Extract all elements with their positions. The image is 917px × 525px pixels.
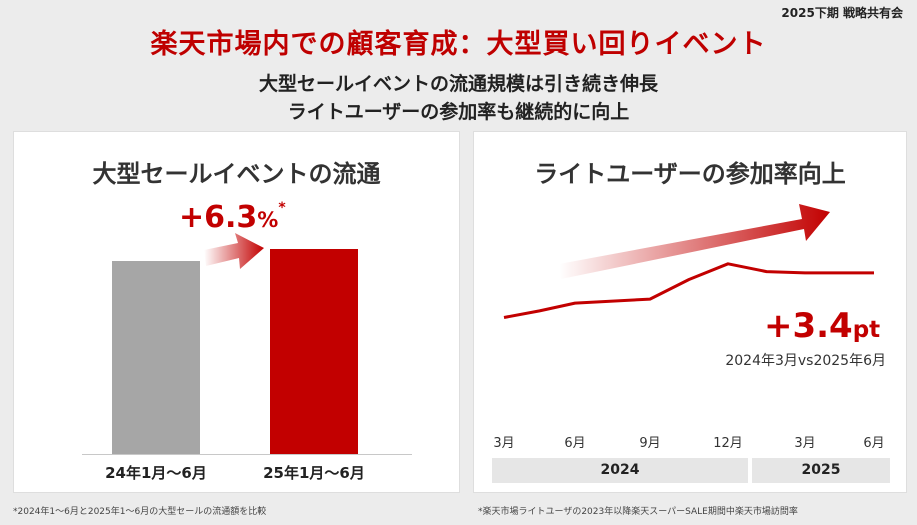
bar-2024	[112, 261, 200, 454]
bar-baseline	[82, 454, 412, 455]
page-subtitle: 大型セールイベントの流通規模は引き続き伸長 ライトユーザーの参加率も継続的に向上	[0, 70, 917, 126]
gmv-growth-value: +6.3	[179, 200, 258, 235]
growth-arrow-icon	[204, 233, 264, 269]
page-title: 楽天市場内での顧客育成：大型買い回りイベント	[150, 29, 767, 60]
year-band-2024: 2024	[492, 458, 748, 483]
participation-panel: ライトユーザーの参加率向上 +3.4pt 2024年3月vs2025年6月 3月…	[473, 131, 907, 493]
gmv-panel-title: 大型セールイベントの流通	[92, 160, 381, 188]
x-tick-label: 3月	[493, 436, 515, 451]
event-tag: 2025下期 戦略共有会	[781, 6, 903, 20]
gmv-growth-mark: *	[278, 200, 286, 216]
participation-footnote: *楽天市場ライトユーザの2023年以降楽天スーパーSALE期間中楽天市場訪問率	[478, 507, 798, 517]
x-tick-label: 3月	[794, 436, 816, 451]
participation-line-chart	[503, 204, 874, 319]
subtitle-line-2: ライトユーザーの参加率も継続的に向上	[287, 101, 630, 123]
trend-arrow-icon	[559, 204, 830, 279]
participation-delta-value: +3.4	[764, 306, 853, 346]
gmv-arrow-graphic	[204, 233, 264, 269]
x-tick-label: 6月	[564, 436, 586, 451]
gmv-panel: 大型セールイベントの流通 +6.3%* 24年1月～6月 25年1月～6月	[13, 131, 460, 493]
x-tick-label: 12月	[713, 436, 743, 451]
gmv-footnote: *2024年1～6月と2025年1～6月の大型セールの流通額を比較	[13, 507, 267, 517]
bar-label-2024: 24年1月～6月	[105, 464, 207, 482]
subtitle-line-1: 大型セールイベントの流通規模は引き続き伸長	[258, 73, 658, 95]
participation-delta: +3.4pt	[764, 306, 880, 346]
bar-label-2025: 25年1月～6月	[263, 464, 365, 482]
x-tick-label: 6月	[863, 436, 885, 451]
gmv-growth-unit: %	[257, 208, 279, 232]
participation-panel-title: ライトユーザーの参加率向上	[534, 160, 846, 188]
gmv-growth-label: +6.3%*	[179, 200, 286, 235]
participation-delta-note: 2024年3月vs2025年6月	[725, 353, 886, 369]
x-tick-label: 9月	[639, 436, 661, 451]
line-series	[503, 262, 874, 319]
participation-delta-unit: pt	[852, 317, 881, 343]
year-band-2025: 2025	[752, 458, 890, 483]
bar-2025	[270, 249, 358, 454]
